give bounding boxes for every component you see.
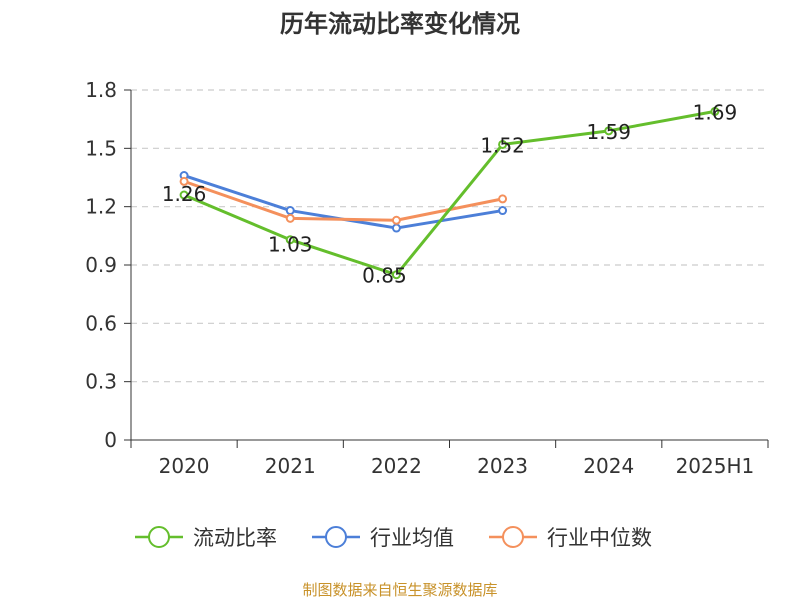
data-point <box>498 139 508 149</box>
legend-label: 行业中位数 <box>547 526 652 550</box>
data-point <box>710 106 720 116</box>
source-note: 制图数据来自恒生聚源数据库 <box>302 581 497 599</box>
legend: 流动比率 行业均值 行业中位数 <box>135 526 652 550</box>
data-point <box>179 190 189 200</box>
legend-marker <box>502 526 524 548</box>
data-point <box>498 194 508 204</box>
legend-label: 流动比率 <box>193 526 277 550</box>
data-label: 1.59 <box>586 120 631 144</box>
data-point <box>604 126 614 136</box>
data-label: 1.26 <box>162 182 207 206</box>
y-tick-label: 1.5 <box>85 136 117 160</box>
legend-label: 行业均值 <box>370 526 454 550</box>
data-labels: 1.26 1.03 0.85 1.52 1.59 1.69 <box>162 100 737 287</box>
data-label: 1.52 <box>480 133 525 157</box>
data-point <box>498 206 508 216</box>
y-tick-label: 1.8 <box>85 78 117 102</box>
x-tick-label: 2022 <box>371 454 422 478</box>
data-label: 1.03 <box>268 233 313 257</box>
legend-marker <box>325 526 347 548</box>
series <box>179 106 720 280</box>
x-tick-label: 2025H1 <box>676 454 755 478</box>
y-tick-label: 0.9 <box>85 253 117 277</box>
data-point <box>179 176 189 186</box>
x-tick-label: 2023 <box>477 454 528 478</box>
data-label: 1.69 <box>693 100 738 124</box>
y-tick-label: 0 <box>104 428 117 452</box>
data-label: 0.85 <box>362 264 407 288</box>
data-point <box>285 235 295 245</box>
series-line <box>183 109 716 277</box>
x-tick-label: 2020 <box>159 454 210 478</box>
data-point <box>391 270 401 280</box>
x-tick-label: 2024 <box>583 454 634 478</box>
legend-marker <box>148 526 170 548</box>
axes: 0 0.3 0.6 0.9 1.2 1.5 1.8 2020 2021 2022 2023 2024 2… <box>85 78 769 478</box>
data-point <box>391 223 401 233</box>
data-point <box>285 213 295 223</box>
y-tick-label: 0.6 <box>85 311 117 335</box>
chart-title: 历年流动比率变化情况 <box>280 10 520 38</box>
x-tick-label: 2021 <box>265 454 316 478</box>
y-tick-label: 1.2 <box>85 195 117 219</box>
data-point <box>285 206 295 216</box>
y-tick-label: 0.3 <box>85 370 117 394</box>
gridlines <box>131 89 768 383</box>
data-point <box>391 215 401 225</box>
